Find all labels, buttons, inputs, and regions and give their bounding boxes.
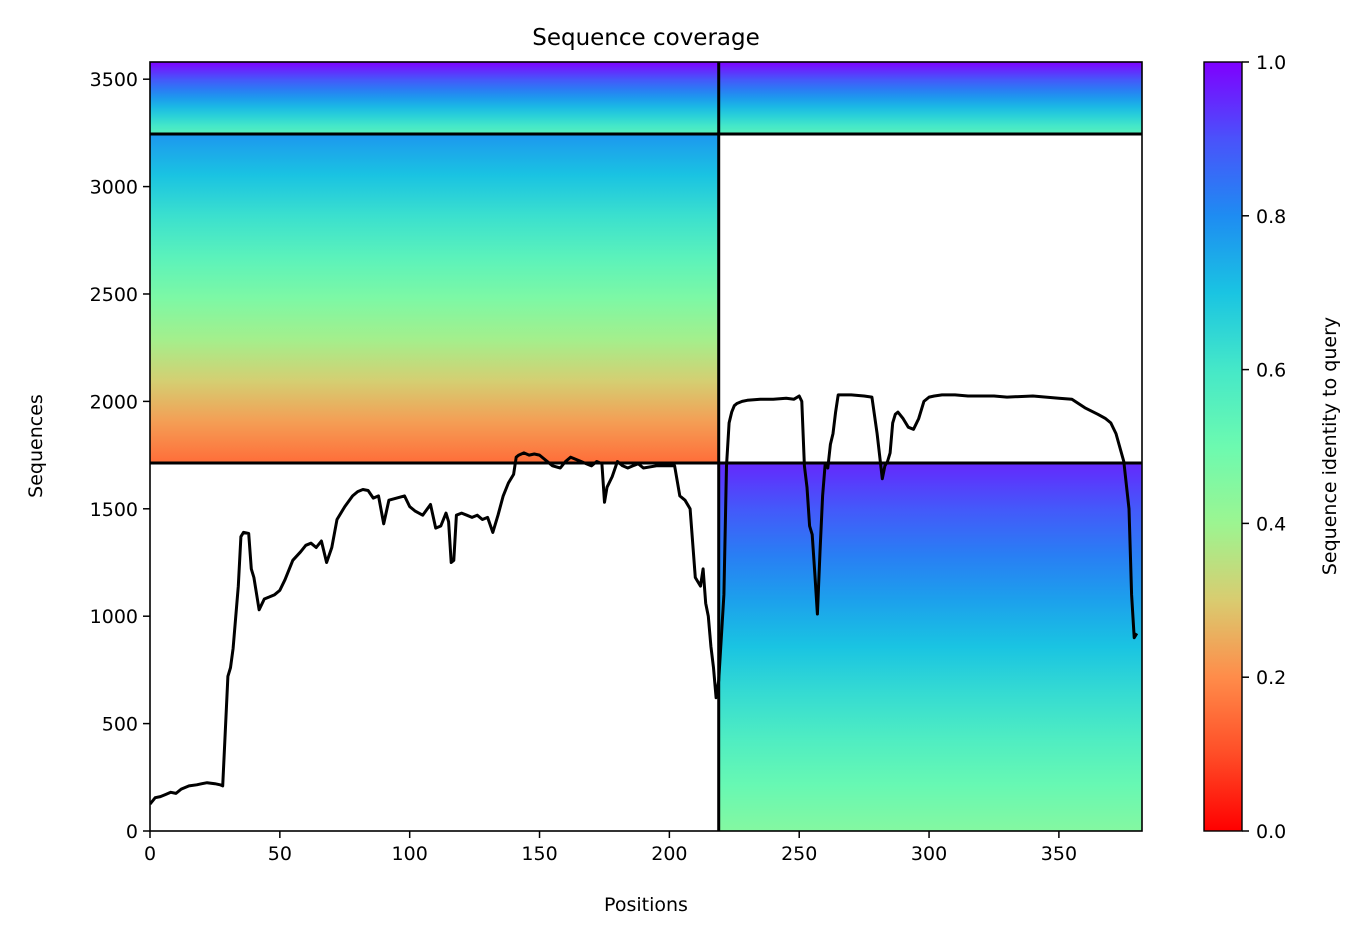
- y-tick-label: 0: [126, 821, 138, 843]
- colorbar-tick-label: 0.2: [1256, 667, 1286, 689]
- y-tick-label: 1500: [90, 499, 138, 521]
- coverage-line: [150, 393, 1139, 806]
- colorbar: 0.0 0.2 0.4 0.6 0.8 1.0 Sequence identity to …: [1203, 52, 1341, 843]
- colorbar-tick-label: 0.4: [1256, 513, 1286, 535]
- x-axis-label: Positions: [604, 894, 688, 916]
- y-tick-label: 2000: [90, 391, 138, 413]
- colorbar-tick-label: 0.8: [1256, 206, 1286, 228]
- identity-blocks: [150, 62, 1142, 831]
- x-tick-label: 150: [521, 843, 557, 865]
- identity-block-1: [150, 62, 719, 134]
- x-tick-label: 200: [651, 843, 687, 865]
- identity-block-2: [718, 62, 1142, 134]
- chart-title: Sequence coverage: [532, 25, 760, 51]
- colorbar-tick-label: 0.0: [1256, 821, 1286, 843]
- colorbar-tick-label: 0.6: [1256, 360, 1286, 382]
- x-tick-label: 0: [144, 843, 156, 865]
- y-tick-label: 2500: [90, 284, 138, 306]
- y-tick-label: 3000: [90, 177, 138, 199]
- x-axis: 0 50 100 150 200 250 300 350: [144, 831, 1077, 865]
- colorbar-ticks: 0.0 0.2 0.4 0.6 0.8 1.0: [1242, 52, 1286, 843]
- colorbar-label: Sequence identity to query: [1319, 317, 1341, 575]
- x-tick-label: 350: [1041, 843, 1077, 865]
- x-tick-label: 300: [911, 843, 947, 865]
- x-tick-label: 50: [268, 843, 292, 865]
- colorbar-tick-label: 1.0: [1256, 52, 1286, 74]
- coverage-line-group: [150, 393, 1139, 806]
- y-axis: 0 500 1000 1500 2000 2500 3000 3500: [90, 69, 150, 843]
- identity-block-4: [718, 463, 1142, 831]
- y-tick-label: 1000: [90, 606, 138, 628]
- y-tick-label: 3500: [90, 69, 138, 91]
- identity-block-3: [150, 133, 719, 464]
- y-tick-label: 500: [102, 714, 138, 736]
- plot-frame: [149, 61, 1143, 832]
- colorbar-gradient: [1203, 61, 1243, 832]
- x-tick-label: 250: [781, 843, 817, 865]
- x-tick-label: 100: [392, 843, 428, 865]
- block-dividers: [150, 62, 1142, 831]
- y-axis-label: Sequences: [25, 394, 47, 498]
